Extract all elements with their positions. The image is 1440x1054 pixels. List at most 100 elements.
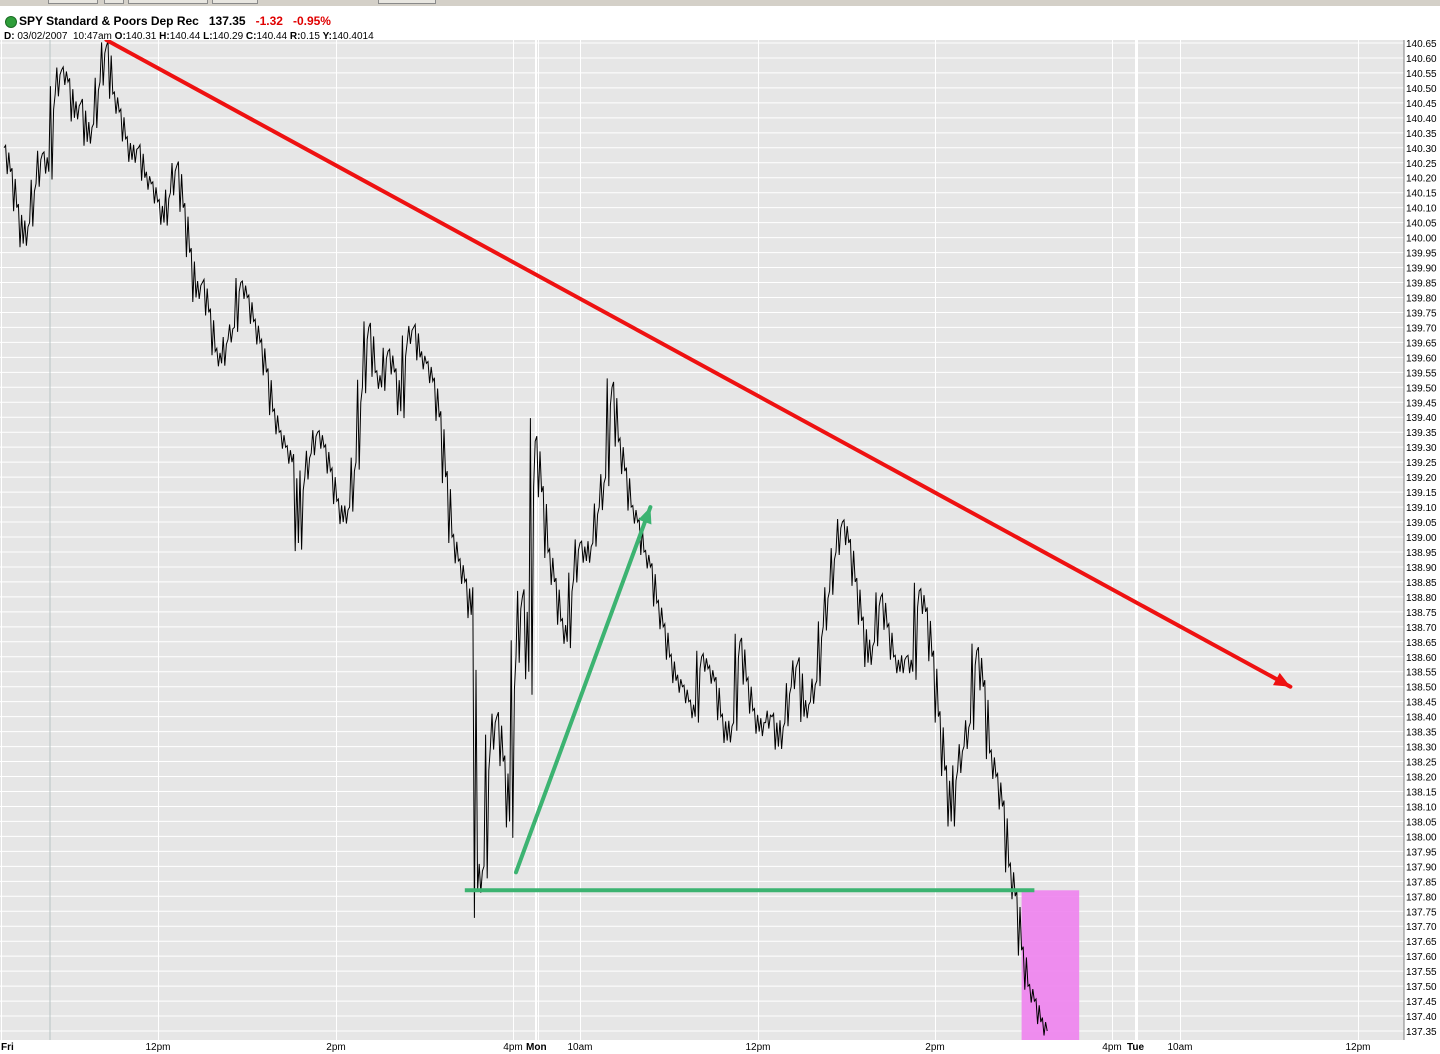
symbol-name: Standard & Poors Dep Rec bbox=[46, 14, 199, 28]
x-tick-label: 12pm bbox=[1345, 1042, 1370, 1053]
status-dot-icon bbox=[5, 16, 17, 28]
y-tick-label: 138.05 bbox=[1406, 817, 1437, 828]
y-tick-label: 137.80 bbox=[1406, 892, 1437, 903]
y-tick-label: 140.25 bbox=[1406, 159, 1437, 170]
ohlc-readout: D: 03/02/2007 10:47am O:140.31 H:140.44 … bbox=[4, 31, 374, 42]
y-tick-label: 139.35 bbox=[1406, 428, 1437, 439]
vertical-gridlines bbox=[1, 40, 1359, 1040]
breakdown-band bbox=[1021, 890, 1080, 1040]
low-label: L: bbox=[203, 31, 213, 42]
y-tick-label: 138.45 bbox=[1406, 698, 1437, 709]
y-tick-label: 139.10 bbox=[1406, 503, 1437, 514]
y-tick-label: 138.60 bbox=[1406, 653, 1437, 664]
y-tick-label: 140.40 bbox=[1406, 114, 1437, 125]
tab-stub[interactable] bbox=[48, 0, 98, 4]
tab-stub[interactable] bbox=[212, 0, 258, 4]
breakdown-highlight bbox=[1021, 890, 1080, 1040]
y-tick-label: 139.85 bbox=[1406, 279, 1437, 290]
y-tick-label: 137.75 bbox=[1406, 907, 1437, 918]
y-tick-label: 137.40 bbox=[1406, 1012, 1437, 1023]
y-tick-label: 140.05 bbox=[1406, 219, 1437, 230]
close-value: 140.44 bbox=[256, 31, 288, 42]
y-tick-label: 137.60 bbox=[1406, 952, 1437, 963]
plot-background bbox=[0, 40, 1440, 1054]
x-tick-label: 2pm bbox=[925, 1042, 944, 1053]
y-tick-label: 138.00 bbox=[1406, 832, 1437, 843]
horizontal-gridlines bbox=[0, 42, 1404, 1032]
last-price: 137.35 bbox=[208, 14, 246, 28]
y-tick-label: 139.20 bbox=[1406, 473, 1437, 484]
y-tick-label: 139.05 bbox=[1406, 518, 1437, 529]
y-tick-label: 137.45 bbox=[1406, 997, 1437, 1008]
open-value: 140.31 bbox=[125, 31, 157, 42]
symbol: SPY bbox=[19, 14, 43, 28]
y-tick-label: 139.75 bbox=[1406, 308, 1437, 319]
y-tick-label: 137.50 bbox=[1406, 982, 1437, 993]
x-tick-label: 12pm bbox=[145, 1042, 170, 1053]
y-tick-label: 138.30 bbox=[1406, 743, 1437, 754]
date-value: 03/02/2007 bbox=[17, 31, 68, 42]
y-tick-label: 138.35 bbox=[1406, 728, 1437, 739]
tab-stub[interactable] bbox=[128, 0, 208, 4]
y-tick-label: 137.95 bbox=[1406, 847, 1437, 858]
y-tick-label: 138.65 bbox=[1406, 638, 1437, 649]
y-tick-label: 139.80 bbox=[1406, 293, 1437, 304]
x-axis-strip bbox=[0, 1040, 1440, 1054]
rally-arrow bbox=[514, 505, 653, 875]
time-value: 10:47am bbox=[72, 31, 112, 42]
tab-stub[interactable] bbox=[104, 0, 124, 4]
y-tick-label: 140.65 bbox=[1406, 40, 1437, 50]
x-tick-label: 12pm bbox=[745, 1042, 770, 1053]
y-tick-label: 137.90 bbox=[1406, 862, 1437, 873]
price-line bbox=[3, 41, 1048, 1036]
y-tick-label: 138.90 bbox=[1406, 563, 1437, 574]
resistance-arrow-head bbox=[1273, 672, 1291, 687]
top-strip bbox=[0, 0, 1440, 6]
tab-stub[interactable] bbox=[378, 0, 436, 4]
y-tick-label: 139.55 bbox=[1406, 368, 1437, 379]
range-value: 0.15 bbox=[300, 31, 320, 42]
price-chart[interactable]: 140.65 140.60 140.55 140.50 140.45 140.40 140.… bbox=[0, 40, 1440, 1054]
y-value: 140.4014 bbox=[331, 31, 374, 42]
y-tick-label: 140.55 bbox=[1406, 69, 1437, 80]
x-tick-label: Mon bbox=[526, 1042, 547, 1053]
y-tick-label: 139.25 bbox=[1406, 458, 1437, 469]
y-tick-label: 138.50 bbox=[1406, 683, 1437, 694]
symbol-title: SPY Standard & Poors Dep Rec 137.35 -1.3… bbox=[19, 14, 331, 28]
y-tick-label: 138.70 bbox=[1406, 623, 1437, 634]
y-tick-label: 138.40 bbox=[1406, 713, 1437, 724]
trendline-annotations bbox=[104, 40, 1293, 893]
y-tick-label: 139.95 bbox=[1406, 249, 1437, 260]
y-tick-label: 138.10 bbox=[1406, 802, 1437, 813]
y-tick-label: 138.95 bbox=[1406, 548, 1437, 559]
high-label: H: bbox=[159, 31, 170, 42]
x-tick-label: 10am bbox=[567, 1042, 592, 1053]
y-tick-label: 139.70 bbox=[1406, 323, 1437, 334]
y-tick-label: 137.35 bbox=[1406, 1027, 1437, 1038]
low-value: 140.29 bbox=[212, 31, 244, 42]
x-axis: Fri 12pm 2pm 4pm Mon 10am 12pm 2pm 4pm Tue 10am 12p… bbox=[0, 1040, 1440, 1054]
y-tick-label: 140.20 bbox=[1406, 174, 1437, 185]
x-tick-label: Fri bbox=[1, 1042, 14, 1053]
y-tick-label: 140.50 bbox=[1406, 84, 1437, 95]
y-tick-label: 137.55 bbox=[1406, 967, 1437, 978]
price-change-pct: -0.95% bbox=[292, 14, 331, 28]
y-tick-label: 139.65 bbox=[1406, 338, 1437, 349]
y-tick-label: 139.40 bbox=[1406, 413, 1437, 424]
x-tick-label: 4pm bbox=[1102, 1042, 1121, 1053]
y-tick-label: 139.50 bbox=[1406, 383, 1437, 394]
open-label: O: bbox=[114, 31, 126, 42]
y-tick-label: 139.15 bbox=[1406, 488, 1437, 499]
x-tick-label: 10am bbox=[1167, 1042, 1192, 1053]
date-label: D: bbox=[4, 31, 15, 42]
price-change: -1.32 bbox=[255, 14, 283, 28]
y-tick-label: 137.65 bbox=[1406, 937, 1437, 948]
y-tick-label: 138.85 bbox=[1406, 578, 1437, 589]
x-tick-label: 2pm bbox=[326, 1042, 345, 1053]
price-series bbox=[3, 41, 1048, 1036]
y-tick-label: 139.90 bbox=[1406, 264, 1437, 275]
y-tick-label: 138.75 bbox=[1406, 608, 1437, 619]
x-tick-label: Tue bbox=[1127, 1042, 1144, 1053]
y-axis: 140.65 140.60 140.55 140.50 140.45 140.40 140.… bbox=[1403, 40, 1437, 1040]
y-tick-label: 140.15 bbox=[1406, 189, 1437, 200]
